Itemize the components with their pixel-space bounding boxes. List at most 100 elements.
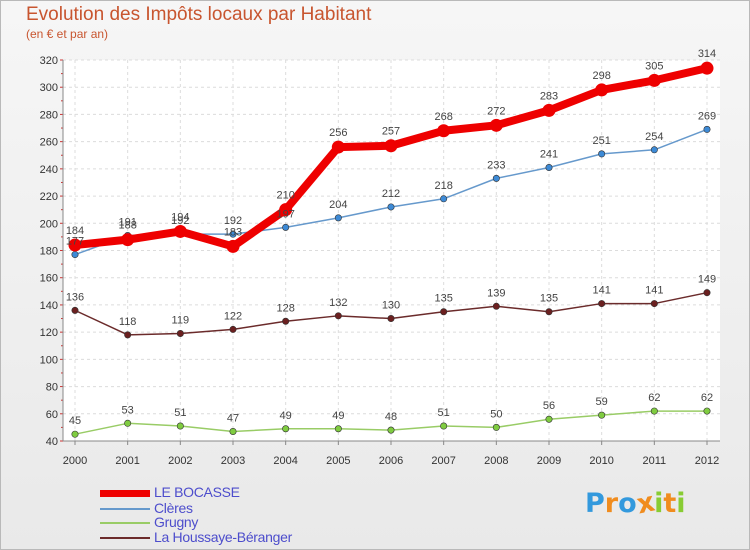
chart-subtitle: (en € et par an) <box>26 27 109 41</box>
data-label-la-houssaye-beranger: 130 <box>382 300 400 312</box>
data-label-grugny: 48 <box>385 411 397 423</box>
data-label-le-bocasse: 194 <box>171 211 189 223</box>
data-point-le-bocasse <box>279 203 293 217</box>
data-point-le-bocasse <box>437 124 451 138</box>
data-label-grugny: 51 <box>438 407 450 419</box>
data-labels: 177 191 192 192 197 204 212 218 233 241 251 254 269 4… <box>66 48 716 427</box>
data-point-cleres <box>229 230 237 238</box>
data-point-la-houssaye-beranger <box>650 300 658 308</box>
data-point-la-houssaye-beranger <box>176 330 184 338</box>
data-label-la-houssaye-beranger: 118 <box>119 316 137 328</box>
data-label-la-houssaye-beranger: 136 <box>66 291 84 303</box>
x-tick-label: 2010 <box>589 455 613 467</box>
grid-lines <box>63 59 720 442</box>
data-label-cleres: 192 <box>171 215 189 227</box>
data-label-grugny: 62 <box>701 392 713 404</box>
data-label-cleres: 233 <box>487 159 505 171</box>
data-point-grugny <box>545 415 553 423</box>
data-point-grugny <box>229 427 237 435</box>
y-tick-label: 40 <box>46 436 58 448</box>
data-point-grugny <box>124 419 132 427</box>
data-label-grugny: 53 <box>122 404 134 416</box>
data-point-grugny <box>598 411 606 419</box>
data-point-la-houssaye-beranger <box>545 308 553 316</box>
x-tick-label: 2012 <box>695 455 719 467</box>
data-point-la-houssaye-beranger <box>703 289 711 297</box>
data-label-la-houssaye-beranger: 141 <box>592 285 610 297</box>
data-label-grugny: 62 <box>648 392 660 404</box>
y-tick-label: 160 <box>40 273 58 285</box>
logo-letter: P <box>585 488 605 519</box>
data-label-cleres: 251 <box>592 135 610 147</box>
y-tick-label: 240 <box>40 164 58 176</box>
data-point-le-bocasse <box>647 73 661 87</box>
data-point-le-bocasse <box>121 233 135 247</box>
data-label-cleres: 177 <box>66 236 84 248</box>
data-label-grugny: 49 <box>332 410 344 422</box>
data-point-grugny <box>334 425 342 433</box>
data-label-le-bocasse: 314 <box>698 48 716 60</box>
data-point-le-bocasse <box>173 224 187 238</box>
data-label-la-houssaye-beranger: 122 <box>224 310 242 322</box>
data-label-cleres: 197 <box>276 208 294 220</box>
x-tick-label: 2000 <box>63 455 87 467</box>
data-label-le-bocasse: 188 <box>118 220 136 232</box>
data-point-le-bocasse <box>489 118 503 132</box>
y-tick-label: 60 <box>46 409 58 421</box>
data-label-la-houssaye-beranger: 119 <box>172 315 190 327</box>
data-label-la-houssaye-beranger: 141 <box>645 285 663 297</box>
data-label-le-bocasse: 305 <box>645 60 663 72</box>
y-tick-label: 280 <box>40 109 58 121</box>
axes: 40 60 80 100 120 140 160 180 200 220 240 260 280 300 3… <box>40 55 720 467</box>
data-point-cleres <box>282 223 290 231</box>
legend-swatch-le-bocasse <box>100 490 150 497</box>
data-point-le-bocasse <box>384 139 398 153</box>
data-label-la-houssaye-beranger: 135 <box>434 293 452 305</box>
x-tick-label: 2007 <box>431 455 455 467</box>
legend-label-cleres: Clères <box>154 500 193 516</box>
x-tick-label: 2001 <box>115 455 139 467</box>
data-label-le-bocasse: 184 <box>66 225 84 237</box>
data-point-grugny <box>282 425 290 433</box>
x-tick-label: 2004 <box>273 455 297 467</box>
chart-title: Evolution des Impôts locaux par Habitant <box>26 4 372 25</box>
data-point-grugny <box>387 426 395 434</box>
logo-letter: i <box>654 488 664 519</box>
data-point-la-houssaye-beranger <box>387 315 395 323</box>
y-tick-label: 320 <box>40 55 58 67</box>
data-point-grugny <box>176 422 184 430</box>
data-point-la-houssaye-beranger <box>440 308 448 316</box>
data-point-grugny <box>71 430 79 438</box>
data-point-la-houssaye-beranger <box>71 306 79 314</box>
data-label-grugny: 47 <box>227 412 239 424</box>
data-label-cleres: 204 <box>329 199 347 211</box>
data-point-grugny <box>440 422 448 430</box>
y-tick-label: 200 <box>40 218 58 230</box>
data-point-la-houssaye-beranger <box>229 325 237 333</box>
data-label-le-bocasse: 183 <box>224 226 242 238</box>
y-tick-label: 300 <box>40 82 58 94</box>
legend-swatch-la-houssaye-beranger <box>100 537 150 539</box>
data-point-la-houssaye-beranger <box>282 317 290 325</box>
data-label-la-houssaye-beranger: 132 <box>329 297 347 309</box>
x-tick-label: 2009 <box>537 455 561 467</box>
data-label-la-houssaye-beranger: 139 <box>487 287 505 299</box>
data-point-le-bocasse <box>700 61 714 75</box>
data-point-grugny <box>492 423 500 431</box>
data-label-cleres: 218 <box>434 180 452 192</box>
data-point-cleres <box>71 251 79 259</box>
logo-letter: o <box>618 488 637 519</box>
legend-label-la-houssaye-beranger: La Houssaye-Béranger <box>154 529 292 545</box>
data-point-cleres <box>703 125 711 133</box>
data-label-grugny: 59 <box>596 396 608 408</box>
data-label-grugny: 45 <box>69 415 81 427</box>
data-point-cleres <box>387 203 395 211</box>
x-tick-label: 2006 <box>379 455 403 467</box>
data-point-le-bocasse <box>68 238 82 252</box>
series-lines <box>68 61 714 438</box>
data-point-la-houssaye-beranger <box>334 312 342 320</box>
data-point-le-bocasse <box>542 103 556 117</box>
data-label-la-houssaye-beranger: 135 <box>540 293 558 305</box>
data-point-la-houssaye-beranger <box>124 331 132 339</box>
